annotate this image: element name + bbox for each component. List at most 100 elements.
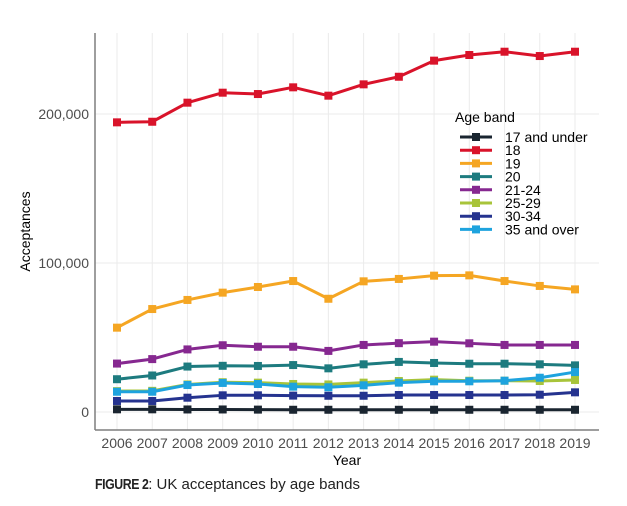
legend-label: 21-24	[505, 182, 541, 198]
legend-label: 17 and under	[505, 129, 588, 145]
data-point	[113, 323, 121, 332]
data-point	[183, 362, 192, 371]
data-point	[500, 47, 509, 56]
x-tick-label: 2019	[559, 435, 590, 451]
data-point	[394, 378, 403, 387]
y-tick-label: 200,000	[38, 106, 89, 122]
data-point	[289, 405, 298, 414]
data-point	[359, 391, 368, 400]
series-line	[116, 360, 576, 381]
legend-label: 18	[505, 142, 521, 158]
y-axis-title: Acceptances	[17, 191, 33, 271]
data-point	[465, 271, 474, 280]
y-tick-label: 100,000	[38, 255, 89, 271]
series-line	[117, 370, 576, 394]
data-point	[218, 361, 227, 370]
data-point	[430, 377, 439, 386]
data-point	[289, 277, 298, 286]
data-point	[218, 288, 227, 297]
data-point	[571, 285, 579, 294]
data-point	[289, 391, 298, 400]
series-17-and-under	[113, 405, 579, 414]
data-point	[535, 340, 544, 349]
data-point	[465, 391, 474, 400]
data-point	[289, 382, 298, 391]
data-point	[430, 271, 439, 280]
x-tick-label: 2008	[172, 435, 203, 451]
data-point	[324, 383, 333, 392]
data-point	[359, 80, 368, 89]
data-point	[253, 379, 262, 388]
data-point	[500, 277, 509, 286]
legend-item: 19	[460, 155, 521, 171]
data-point	[253, 90, 262, 99]
series-30-34	[113, 388, 579, 405]
legend-item: 25-29	[460, 195, 541, 211]
series-group	[113, 47, 579, 414]
data-point	[571, 47, 579, 56]
data-point	[571, 375, 579, 384]
x-tick-label: 2018	[524, 435, 555, 451]
data-point	[465, 339, 474, 348]
data-point	[465, 50, 474, 59]
x-tick-label: 2015	[418, 435, 449, 451]
data-point	[571, 388, 579, 397]
data-point	[183, 345, 192, 354]
data-point	[218, 341, 227, 350]
series-18	[113, 47, 579, 127]
series-line	[116, 273, 576, 329]
data-point	[500, 359, 509, 368]
series-line	[116, 340, 575, 366]
legend-item: 17 and under	[460, 129, 588, 145]
data-point	[571, 340, 579, 349]
data-point	[359, 360, 368, 369]
legend-label: 20	[505, 169, 521, 185]
figure-label: FIGURE 2	[95, 476, 149, 493]
x-axis-title: Year	[333, 452, 362, 468]
x-tick-label: 2009	[207, 435, 238, 451]
legend-item: 35 and over	[460, 221, 579, 237]
series-line	[117, 390, 576, 403]
data-point	[148, 371, 157, 380]
data-point	[113, 387, 121, 396]
data-point	[324, 294, 333, 303]
data-point	[394, 339, 403, 348]
data-point	[394, 274, 403, 283]
data-point	[253, 282, 262, 291]
legend-swatch-marker	[472, 146, 480, 155]
data-point	[218, 378, 227, 387]
legend-swatch-marker	[472, 199, 480, 207]
data-point	[183, 381, 192, 390]
data-point	[113, 396, 121, 405]
data-point	[183, 98, 192, 107]
data-point	[183, 295, 192, 304]
data-point	[253, 391, 262, 400]
data-point	[113, 405, 121, 414]
x-tick-label: 2014	[383, 435, 414, 451]
data-point	[148, 355, 157, 364]
data-point	[394, 391, 403, 400]
legend-swatch-marker	[472, 185, 480, 194]
data-point	[535, 281, 544, 290]
data-point	[465, 405, 474, 414]
data-point	[253, 361, 262, 370]
data-point	[148, 305, 157, 314]
data-point	[324, 91, 333, 100]
data-point	[500, 376, 509, 385]
legend-item: 21-24	[460, 182, 541, 198]
data-point	[500, 405, 509, 414]
legend-label: 35 and over	[505, 221, 579, 237]
data-point	[394, 405, 403, 414]
data-point	[113, 118, 121, 127]
y-tick-label: 0	[81, 404, 89, 420]
data-point	[148, 117, 157, 126]
legend-swatch-marker	[472, 212, 480, 221]
data-point	[535, 373, 544, 382]
x-axis-ticks: 2006 2007 2008 2009 2010 2011 2012 2013 2014 2015…	[101, 435, 590, 451]
data-point	[571, 361, 579, 370]
legend-item: 20	[460, 169, 521, 185]
data-point	[324, 346, 333, 355]
data-point	[571, 368, 579, 377]
legend-swatch-marker	[472, 159, 480, 168]
